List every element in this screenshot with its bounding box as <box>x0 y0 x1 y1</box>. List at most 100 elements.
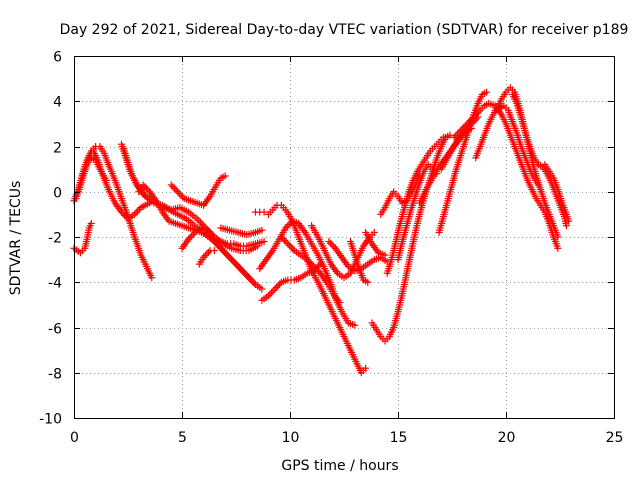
y-tick-label: 0 <box>53 186 62 202</box>
data-point <box>130 210 138 218</box>
data-point <box>470 113 478 121</box>
data-point <box>209 231 217 239</box>
data-point <box>463 120 471 128</box>
data-point <box>554 244 562 252</box>
chart-title: Day 292 of 2021, Sidereal Day-to-day VTE… <box>60 22 629 38</box>
data-point <box>474 108 482 116</box>
data-point <box>277 233 285 241</box>
data-point <box>148 274 156 282</box>
data-point <box>172 186 180 194</box>
data-point <box>310 262 318 270</box>
data-point <box>287 243 295 251</box>
x-tick-label: 0 <box>70 430 79 446</box>
data-point <box>118 208 126 216</box>
y-tick-label: -4 <box>48 276 62 292</box>
data-point <box>142 184 150 192</box>
data-point <box>207 230 215 238</box>
data-point <box>458 125 466 133</box>
data-point <box>274 282 282 290</box>
data-point <box>188 232 196 240</box>
data-point <box>189 230 197 238</box>
data-point <box>204 226 212 234</box>
data-point <box>260 208 268 216</box>
y-tick-label: -2 <box>48 231 62 247</box>
data-point <box>381 251 389 259</box>
data-point <box>179 193 187 201</box>
axes: 0 5 10 15 20 25 -10 -8 -6 -4 -2 0 2 4 6 <box>39 50 623 447</box>
data-point <box>135 205 143 213</box>
data-point <box>307 259 315 267</box>
data-point <box>271 285 279 293</box>
plot-frame <box>74 56 615 419</box>
data-point <box>279 235 287 243</box>
data-point <box>102 176 110 184</box>
data-point <box>258 285 266 293</box>
data-point <box>282 224 290 232</box>
y-tick-label: -10 <box>39 412 62 428</box>
x-axis-label: GPS time / hours <box>281 458 398 474</box>
data-point <box>308 261 316 269</box>
data-point <box>336 299 344 307</box>
data-point <box>562 222 570 230</box>
data-point <box>364 278 372 286</box>
y-axis-label: SDTVAR / TECUs <box>8 181 24 296</box>
data-point <box>289 245 297 253</box>
data-point <box>264 292 272 300</box>
data-points <box>70 84 573 377</box>
data-point <box>139 181 147 189</box>
data-point <box>534 181 542 189</box>
data-point <box>285 221 293 229</box>
y-tick-label: -8 <box>48 367 62 383</box>
data-point <box>186 234 194 242</box>
data-point <box>458 132 466 140</box>
data-point <box>167 181 175 189</box>
data-point <box>455 128 463 136</box>
data-point <box>273 283 280 291</box>
data-point <box>467 124 475 132</box>
data-point <box>245 274 253 282</box>
data-point <box>460 130 468 138</box>
data-point <box>370 228 378 236</box>
data-point <box>175 189 183 197</box>
data-point <box>468 115 476 123</box>
data-point <box>119 210 127 218</box>
data-point <box>439 133 447 141</box>
x-tick-label: 10 <box>282 430 300 446</box>
data-point <box>200 253 208 261</box>
data-point <box>450 133 458 141</box>
x-tick-label: 15 <box>390 430 408 446</box>
data-point <box>197 219 205 227</box>
y-tick-label: 4 <box>53 95 62 111</box>
data-point <box>446 131 454 139</box>
data-point <box>281 236 289 244</box>
data-point <box>465 118 473 126</box>
data-point <box>268 288 276 296</box>
data-point <box>351 321 359 329</box>
data-point <box>285 241 293 249</box>
data-point <box>177 191 185 199</box>
data-point <box>282 238 290 246</box>
data-point <box>327 239 334 247</box>
data-point <box>87 219 95 227</box>
data-point <box>170 184 178 192</box>
data-point <box>457 133 465 141</box>
data-point <box>483 88 491 96</box>
data-point <box>206 228 214 236</box>
y-tick-label: -6 <box>48 322 62 338</box>
data-point <box>201 252 209 260</box>
data-point <box>330 243 338 251</box>
data-point <box>315 268 323 276</box>
data-point <box>452 132 460 140</box>
data-point <box>283 222 291 230</box>
data-point <box>250 279 258 287</box>
data-point <box>453 130 461 138</box>
grid-lines <box>74 56 614 418</box>
data-point <box>144 186 152 194</box>
data-point <box>184 235 192 243</box>
data-point <box>457 127 465 135</box>
data-point <box>276 280 284 288</box>
data-point <box>471 111 479 119</box>
data-point <box>174 188 182 196</box>
data-point <box>141 183 149 191</box>
